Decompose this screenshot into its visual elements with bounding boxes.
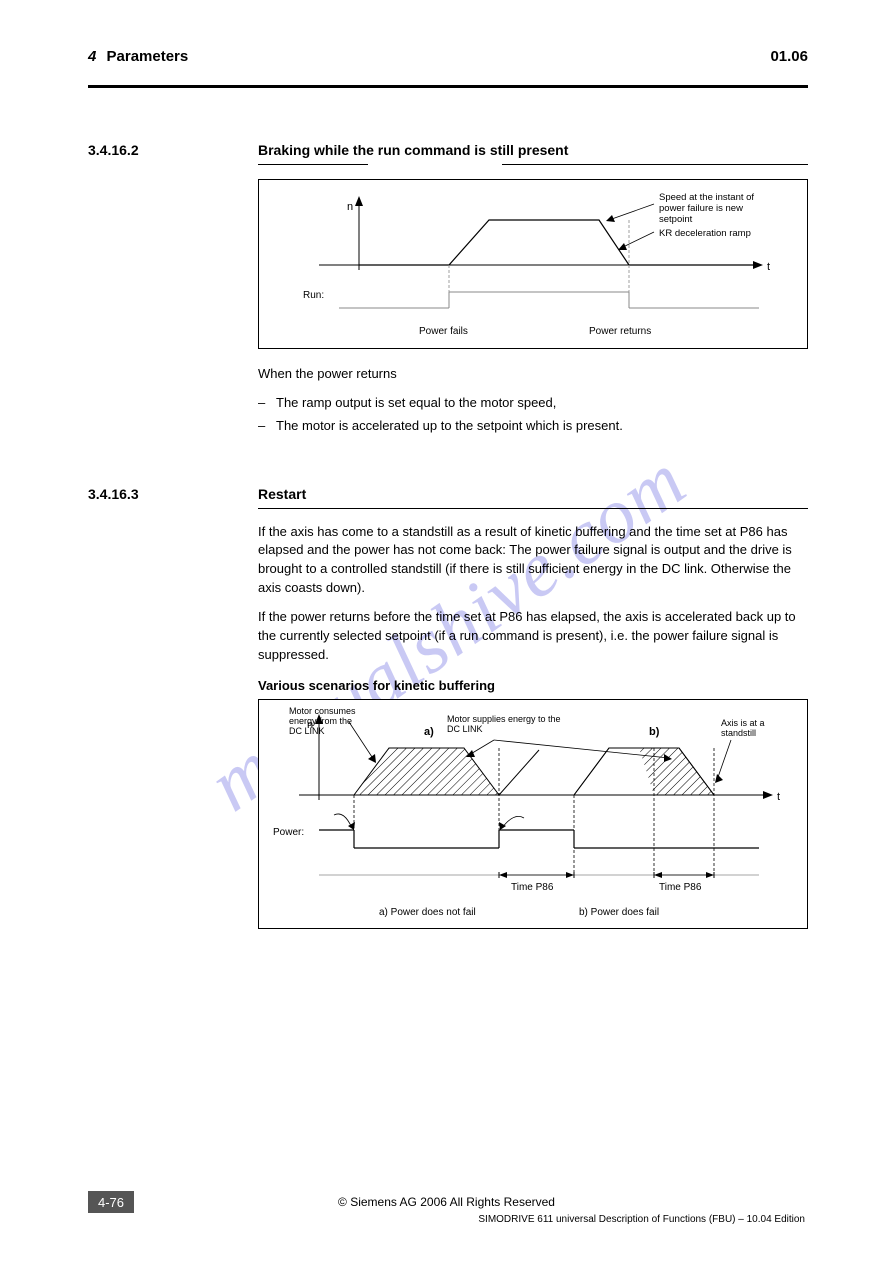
section-heading-1: 3.4.16.2 Braking while the run command i… [88, 142, 808, 158]
svg-text:standstill: standstill [721, 728, 756, 738]
svg-text:energy from the: energy from the [289, 716, 352, 726]
footer-manual: SIMODRIVE 611 universal Description of F… [478, 1214, 805, 1225]
svg-text:setpoint: setpoint [659, 214, 693, 225]
page-header: 4 Parameters 01.06 [88, 30, 808, 88]
label-power-returns-1: Power returns [589, 326, 651, 337]
diagram-braking-svg: n t Speed at the instant of power failur… [259, 180, 804, 350]
section2-p1: If the axis has come to a standstill as … [258, 523, 808, 598]
label-power-failure-setpoint: Speed at the instant of [659, 192, 754, 203]
section-number-1: 3.4.16.2 [88, 142, 258, 158]
section-heading-2: 3.4.16.3 Restart [88, 486, 808, 502]
header-chapter: 4 [88, 48, 96, 65]
label-scenario-a-bottom: a) Power does not fail [379, 907, 476, 918]
label-axis-standstill: Axis is at a [721, 718, 765, 728]
section1-intro: When the power returns [258, 365, 808, 384]
axis-n-label-1: n [347, 201, 353, 213]
diagram-braking: n t Speed at the instant of power failur… [258, 179, 808, 349]
section-number-2: 3.4.16.3 [88, 486, 258, 502]
axis-t-label-1: t [767, 261, 770, 273]
heading-underline-1 [88, 164, 808, 165]
header-left-text: Parameters [107, 48, 189, 65]
section1-bullet-2: – The motor is accelerated up to the set… [258, 417, 808, 436]
label-power: Power: [273, 827, 304, 838]
footer-copyright: © Siemens AG 2006 All Rights Reserved [0, 1195, 893, 1209]
svg-text:power failure is new: power failure is new [659, 203, 743, 214]
bullet-text-1: The ramp output is set equal to the moto… [276, 394, 808, 413]
label-time-p86-b: Time P86 [659, 882, 702, 893]
bullet-dash: – [258, 417, 276, 436]
label-scenario-b-bottom: b) Power does fail [579, 907, 659, 918]
label-scenario-a-top: a) [424, 726, 434, 738]
heading-underline-2 [88, 508, 808, 509]
section1-bullet-1: – The ramp output is set equal to the mo… [258, 394, 808, 413]
axis-t-label-2: t [777, 791, 780, 803]
svg-text:DC LINK: DC LINK [447, 724, 483, 734]
header-date: 01.06 [770, 48, 808, 65]
label-motor-consumes: Motor consumes [289, 706, 356, 716]
diagram-restart-svg: n t a) b) Motor consumes energy from the [259, 700, 804, 930]
section2-p2: If the power returns before the time set… [258, 608, 808, 665]
label-kr-decel: KR deceleration ramp [659, 228, 751, 239]
section2-subhead: Various scenarios for kinetic buffering [258, 678, 808, 693]
label-power-fails-1: Power fails [419, 326, 468, 337]
header-section-title: 4 Parameters [88, 48, 188, 65]
bullet-text-2: The motor is accelerated up to the setpo… [276, 417, 808, 436]
bullet-dash: – [258, 394, 276, 413]
label-run: Run: [303, 290, 324, 301]
label-scenario-b-top: b) [649, 726, 660, 738]
diagram-restart: n t a) b) Motor consumes energy from the [258, 699, 808, 929]
label-motor-supplies: Motor supplies energy to the [447, 714, 561, 724]
section-title-1: Braking while the run command is still p… [258, 142, 808, 158]
svg-text:DC LINK: DC LINK [289, 726, 325, 736]
label-time-p86-a: Time P86 [511, 882, 554, 893]
page-content: 4 Parameters 01.06 3.4.16.2 Braking whil… [88, 30, 808, 929]
section-title-2: Restart [258, 486, 808, 502]
